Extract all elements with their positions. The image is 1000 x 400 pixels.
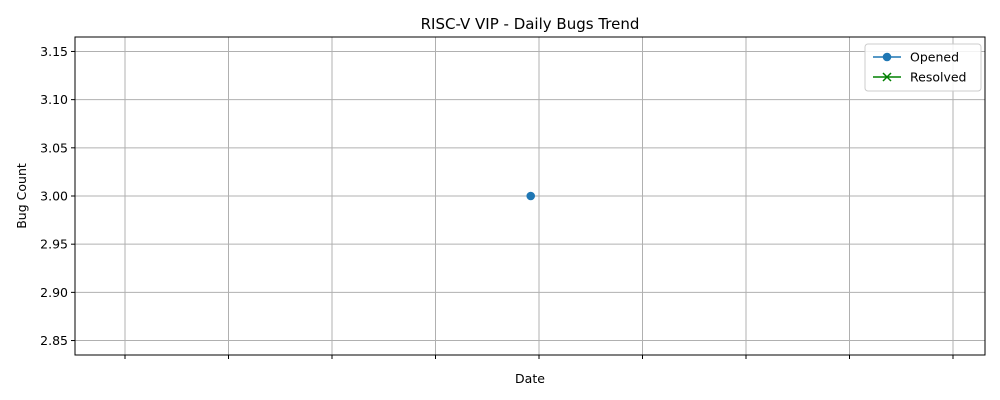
y-tick-label: 2.95 — [40, 237, 68, 252]
legend-opened-label: Opened — [910, 50, 959, 65]
y-tick-label: 2.85 — [40, 333, 68, 348]
opened-data-point — [526, 191, 536, 201]
legend-resolved-label: Resolved — [910, 70, 966, 85]
y-tick-label: 3.00 — [40, 189, 68, 204]
legend: Opened Resolved — [864, 43, 982, 92]
x-axis-title: Date — [515, 371, 545, 386]
y-tick-label: 3.15 — [40, 44, 68, 59]
y-tick-label: 3.05 — [40, 140, 68, 155]
chart-title: RISC-V VIP - Daily Bugs Trend — [421, 15, 640, 33]
legend-opened-marker — [882, 52, 892, 62]
y-axis-title: Bug Count — [14, 163, 29, 229]
axes-layer: 2.85 2.90 2.95 3.00 3.05 3.10 3.15 — [40, 36, 986, 359]
legend-box — [864, 43, 982, 92]
y-tick-label: 3.10 — [40, 92, 68, 107]
legend-entries: Opened Resolved — [873, 50, 966, 85]
legend-resolved-marker — [882, 72, 892, 82]
data-layer — [526, 191, 536, 201]
y-tick-label: 2.90 — [40, 285, 68, 300]
